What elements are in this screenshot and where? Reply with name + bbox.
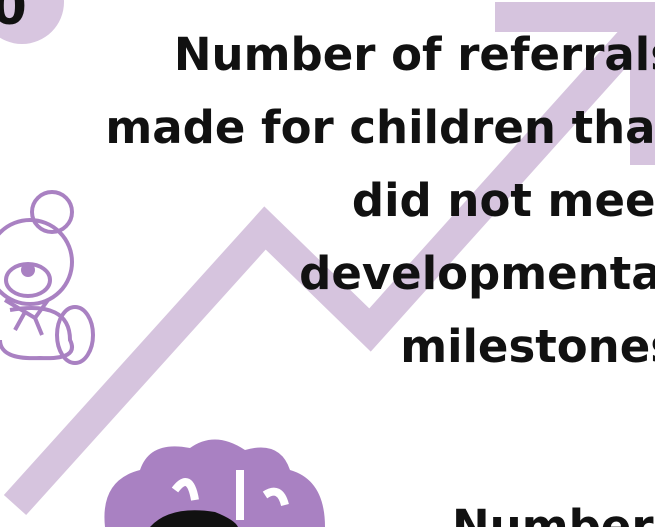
title-line: did not meet (351, 174, 655, 227)
title-line: milestones (400, 320, 655, 373)
title-line: Number of referrals (173, 28, 655, 81)
teddy-bear-icon (0, 190, 95, 365)
arrow-head (495, 2, 655, 165)
next-heading: Number (452, 500, 654, 527)
title: Number of referrals made for children th… (0, 18, 655, 383)
brain-icon (104, 439, 325, 527)
trend-arrow (3, 24, 647, 516)
badge-circle (0, 0, 64, 44)
title-line: developmental (299, 247, 655, 300)
badge-number: 0 (0, 0, 27, 36)
title-line: made for children that (105, 101, 655, 154)
